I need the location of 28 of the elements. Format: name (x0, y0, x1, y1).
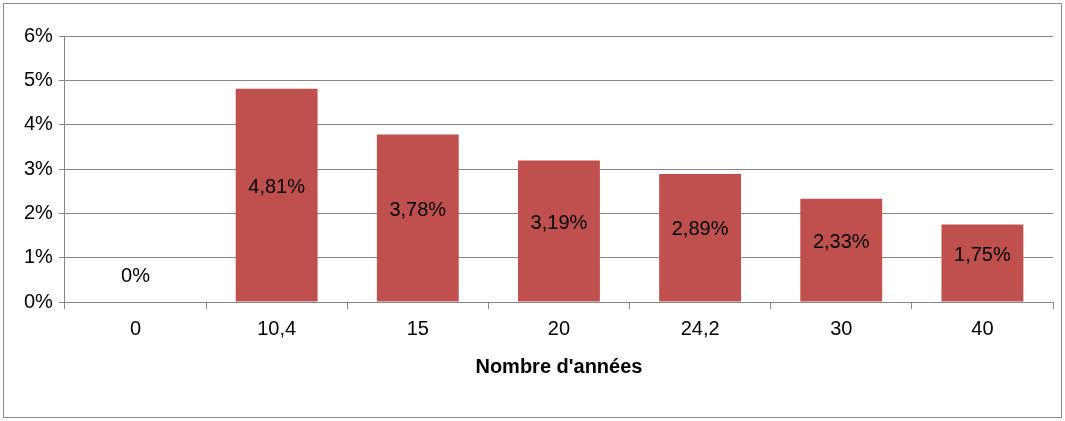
y-tick-label: 2% (24, 200, 54, 223)
data-label: 4,81% (248, 174, 306, 197)
x-tick-label: 30 (830, 316, 853, 339)
data-label: 3,19% (530, 210, 588, 233)
x-axis-title: Nombre d'années (475, 354, 643, 377)
bar (659, 173, 742, 302)
data-label: 3,78% (389, 197, 447, 220)
y-tick-label: 1% (24, 245, 54, 268)
y-tick-label: 3% (24, 156, 54, 179)
data-label: 0% (121, 263, 151, 286)
data-label: 1,75% (954, 242, 1011, 265)
y-tick-label: 5% (24, 67, 54, 90)
data-label: 2,89% (671, 217, 729, 240)
bar (800, 198, 883, 302)
x-tick-label: 40 (971, 316, 994, 339)
data-label: 2,33% (812, 229, 870, 252)
x-tick-label: 15 (406, 316, 429, 339)
y-tick-label: 4% (24, 112, 54, 135)
y-tick-label: 6% (24, 23, 54, 46)
bar (376, 134, 459, 302)
x-tick-label: 10,4 (257, 316, 297, 339)
bar (518, 160, 600, 302)
bar (235, 88, 318, 302)
x-tick-label: 20 (547, 316, 571, 339)
x-tick-label: 24,2 (680, 316, 720, 339)
y-tick-label: 0% (24, 289, 54, 312)
x-tick-label: 0 (129, 316, 142, 339)
bar (941, 224, 1024, 302)
